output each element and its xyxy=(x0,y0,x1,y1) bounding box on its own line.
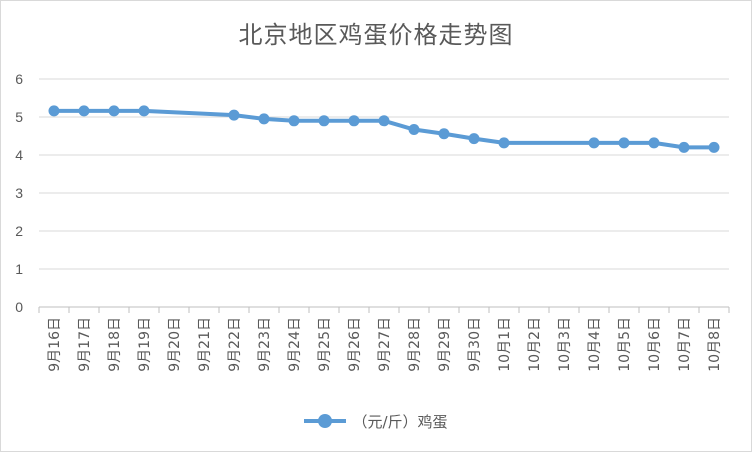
y-tick-label: 2 xyxy=(15,223,23,239)
data-point xyxy=(678,141,690,153)
x-tick-label: 9月19日 xyxy=(137,317,153,372)
legend: （元/斤）鸡蛋 xyxy=(1,411,751,432)
y-tick-label: 4 xyxy=(15,147,23,163)
x-tick-label: 10月2日 xyxy=(527,317,543,372)
y-tick-label: 5 xyxy=(15,109,23,125)
y-tick-label: 6 xyxy=(15,71,23,87)
data-point xyxy=(288,115,300,127)
x-tick-label: 10月3日 xyxy=(557,317,573,372)
x-tick-label: 9月23日 xyxy=(257,317,273,372)
data-point xyxy=(588,137,600,149)
legend-label: （元/斤）鸡蛋 xyxy=(352,413,448,431)
x-tick-label: 9月28日 xyxy=(407,317,423,372)
x-tick-label: 9月18日 xyxy=(107,317,123,372)
x-tick-label: 9月29日 xyxy=(437,317,453,372)
x-tick-label: 9月26日 xyxy=(347,317,363,372)
data-point xyxy=(378,115,390,127)
data-point xyxy=(228,109,240,121)
data-point xyxy=(108,105,120,117)
x-tick-label: 9月30日 xyxy=(467,317,483,372)
data-point xyxy=(258,113,270,125)
x-tick-label: 10月1日 xyxy=(497,317,513,372)
data-point xyxy=(408,124,420,136)
data-point xyxy=(468,133,480,145)
y-tick-label: 3 xyxy=(15,185,23,201)
data-point xyxy=(348,115,360,127)
x-tick-label: 9月17日 xyxy=(77,317,93,372)
x-tick-label: 10月4日 xyxy=(587,317,603,372)
chart-title: 北京地区鸡蛋价格走势图 xyxy=(238,21,514,49)
data-point xyxy=(618,137,630,149)
data-point xyxy=(78,105,90,117)
legend-line-marker-icon xyxy=(304,413,347,428)
x-tick-label: 9月20日 xyxy=(167,317,183,372)
data-point xyxy=(438,128,450,140)
data-point xyxy=(648,137,660,149)
y-tick-label: 0 xyxy=(15,299,23,315)
data-point xyxy=(318,115,330,127)
y-tick-label: 1 xyxy=(15,261,23,277)
x-tick-label: 9月27日 xyxy=(377,317,393,372)
x-tick-label: 10月6日 xyxy=(647,317,663,372)
x-tick-label: 9月24日 xyxy=(287,317,303,372)
x-tick-label: 10月5日 xyxy=(617,317,633,372)
x-tick-label: 9月16日 xyxy=(47,317,63,372)
data-point xyxy=(48,105,60,117)
x-tick-label: 9月21日 xyxy=(197,317,213,372)
x-tick-label: 10月7日 xyxy=(677,317,693,372)
data-point xyxy=(708,141,720,153)
x-tick-label: 10月8日 xyxy=(707,317,723,372)
x-tick-label: 9月22日 xyxy=(227,317,243,372)
data-point xyxy=(138,105,150,117)
x-tick-label: 9月25日 xyxy=(317,317,333,372)
data-point xyxy=(498,137,510,149)
